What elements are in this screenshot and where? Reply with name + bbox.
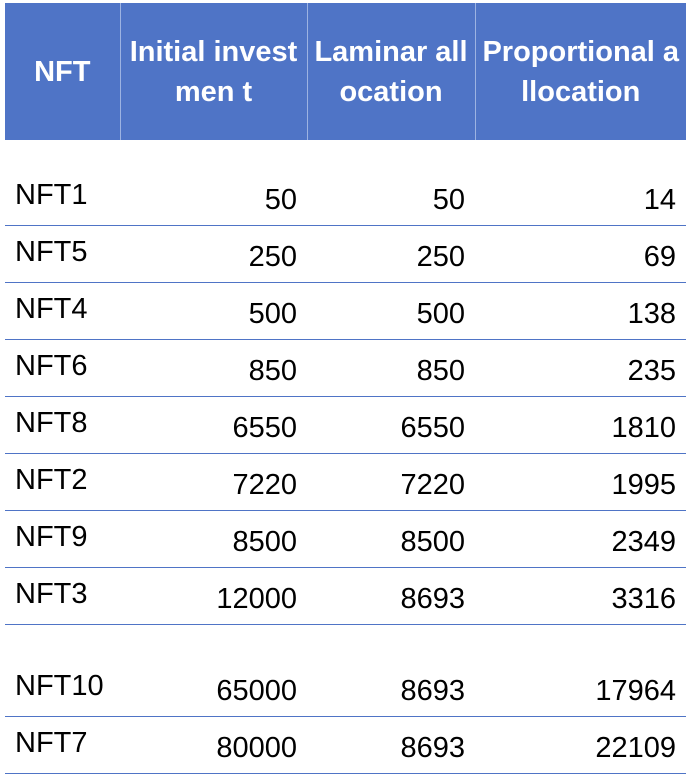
cell-proportional: 14: [475, 140, 686, 226]
cell-nft: NFT4: [5, 282, 120, 340]
cell-nft: NFT5: [5, 225, 120, 283]
cell-nft: NFT10: [5, 624, 120, 717]
cell-proportional: 22109: [475, 716, 686, 774]
cell-nft: NFT6: [5, 339, 120, 397]
cell-laminar: 850: [307, 339, 475, 397]
table-row: NFT5 250 250 69: [5, 225, 686, 283]
cell-nft: NFT3: [5, 567, 120, 625]
cell-nft: NFT8: [5, 396, 120, 454]
table-row: NFT3 12000 8693 3316: [5, 567, 686, 625]
cell-nft: NFT1: [5, 140, 120, 226]
table-row: NFT2 7220 7220 1995: [5, 453, 686, 511]
header-row: NFT Initial investmen t Laminar allocati…: [5, 3, 686, 140]
cell-nft: NFT2: [5, 453, 120, 511]
cell-initial: 250: [120, 225, 307, 283]
cell-initial: 8500: [120, 510, 307, 568]
table-row: NFT4 500 500 138: [5, 282, 686, 340]
cell-laminar: 8693: [307, 567, 475, 625]
cell-laminar: 7220: [307, 453, 475, 511]
cell-proportional: 1810: [475, 396, 686, 454]
cell-proportional: 69: [475, 225, 686, 283]
cell-initial: 50: [120, 140, 307, 226]
cell-proportional: 3316: [475, 567, 686, 625]
cell-laminar: 6550: [307, 396, 475, 454]
cell-proportional: 138: [475, 282, 686, 340]
table-row: NFT7 80000 8693 22109: [5, 716, 686, 774]
cell-initial: 12000: [120, 567, 307, 625]
cell-laminar: 50: [307, 140, 475, 226]
header-laminar-allocation: Laminar allocation: [307, 3, 476, 140]
cell-initial: 80000: [120, 716, 307, 774]
cell-initial: 6550: [120, 396, 307, 454]
header-proportional-allocation: Proportional allocation: [475, 3, 686, 140]
cell-initial: 850: [120, 339, 307, 397]
cell-laminar: 500: [307, 282, 475, 340]
cell-proportional: 17964: [475, 624, 686, 717]
cell-laminar: 250: [307, 225, 475, 283]
nft-allocation-table: NFT Initial investmen t Laminar allocati…: [5, 3, 686, 774]
cell-nft: NFT9: [5, 510, 120, 568]
cell-proportional: 235: [475, 339, 686, 397]
table-row: NFT6 850 850 235: [5, 339, 686, 397]
cell-initial: 7220: [120, 453, 307, 511]
cell-proportional: 2349: [475, 510, 686, 568]
cell-proportional: 1995: [475, 453, 686, 511]
cell-laminar: 8693: [307, 624, 475, 717]
cell-nft: NFT7: [5, 716, 120, 774]
cell-initial: 65000: [120, 624, 307, 717]
table-row: NFT10 65000 8693 17964: [5, 624, 686, 717]
table-row: NFT1 50 50 14: [5, 140, 686, 226]
cell-laminar: 8693: [307, 716, 475, 774]
header-nft: NFT: [5, 3, 121, 140]
header-initial-investment: Initial investmen t: [120, 3, 308, 140]
table-row: NFT9 8500 8500 2349: [5, 510, 686, 568]
cell-laminar: 8500: [307, 510, 475, 568]
cell-initial: 500: [120, 282, 307, 340]
table-row: NFT8 6550 6550 1810: [5, 396, 686, 454]
